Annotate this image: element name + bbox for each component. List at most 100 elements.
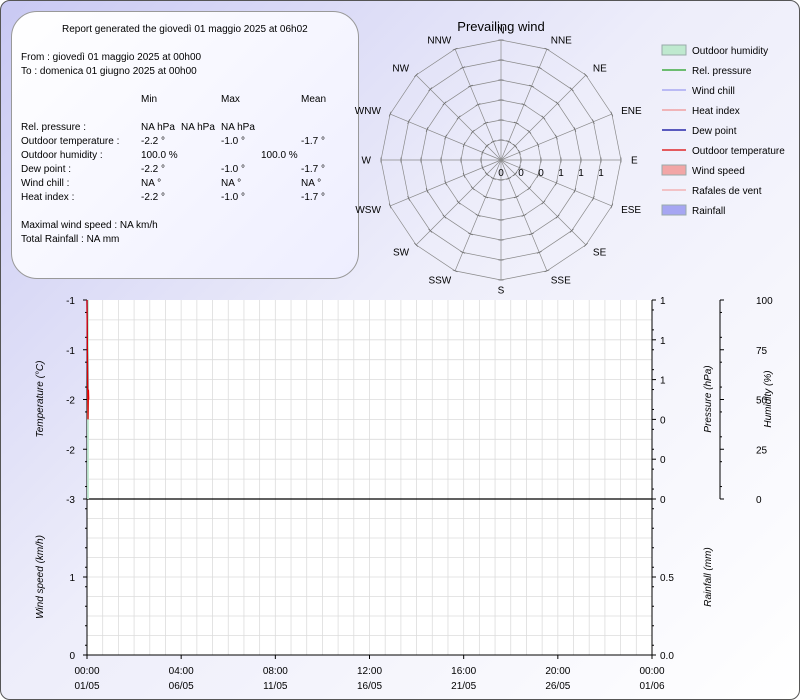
radar-tick	[467, 232, 473, 236]
temp-axis-tick-label: -3	[66, 495, 75, 506]
radar-tick	[518, 165, 521, 171]
stat-mean: 100.0 %	[261, 150, 298, 161]
header-min: Min	[141, 94, 158, 105]
radar-tick	[475, 103, 481, 106]
radar-tick	[506, 140, 512, 143]
radar-radial-tick-label: 1	[558, 168, 564, 179]
radar-tick	[388, 203, 392, 209]
radar-direction-label: S	[498, 286, 505, 297]
pressure-axis-tick-label: 0	[660, 415, 666, 426]
x-axis-date-label: 16/05	[357, 681, 382, 692]
radar-tick	[544, 47, 550, 51]
x-axis-date-label: 01/05	[74, 681, 99, 692]
x-axis-date-label: 11/05	[263, 681, 288, 692]
radar-tick	[518, 149, 521, 155]
radar-tick	[442, 101, 447, 106]
radar-tick	[536, 142, 540, 148]
radar-tick	[529, 84, 535, 88]
x-axis-time-label: 08:00	[263, 666, 288, 677]
wind-axis-title: Wind speed (km/h)	[35, 535, 46, 619]
temp-axis-tick-label: -2	[66, 445, 75, 456]
stat-min: -2.2 °	[141, 192, 166, 203]
stat-label: Wind chill :	[21, 178, 70, 189]
header-max: Max	[221, 94, 240, 105]
stat-label: Outdoor temperature :	[21, 136, 120, 147]
report-generated-text: Report generated the giovedì 01 maggio 2…	[62, 24, 308, 35]
radar-tick	[428, 87, 433, 92]
x-axis-date-label: 06/05	[169, 681, 194, 692]
radar-tick	[592, 119, 595, 125]
radar-tick	[414, 242, 419, 247]
radar-direction-label: SW	[393, 247, 410, 258]
stat-min: 100.0 %	[141, 150, 178, 161]
radar-tick	[555, 101, 560, 106]
rain-axis-tick-label: 0.5	[660, 573, 674, 584]
stat-label: Heat index :	[21, 192, 75, 203]
radar-tick	[513, 172, 518, 177]
radar-tick	[592, 195, 595, 201]
temp-axis-tick-label: -1	[66, 346, 75, 357]
radar-title: Prevailing wind	[457, 19, 544, 34]
report-summary-panel: Report generated the giovedì 01 maggio 2…	[11, 11, 359, 279]
radar-tick	[467, 84, 473, 88]
radar-tick	[456, 115, 461, 120]
radar-tick	[529, 232, 535, 236]
radar-tick	[555, 180, 558, 186]
series-outdoor-temperature	[86, 299, 90, 420]
legend-swatch	[661, 44, 687, 56]
radar-tick	[569, 228, 574, 233]
radar-tick	[513, 195, 519, 199]
radar-tick	[425, 188, 429, 194]
report-to-text: To : domenica 01 giugno 2025 at 00h00	[21, 66, 197, 77]
legend-label: Wind speed	[692, 166, 745, 177]
pressure-axis-tick-label: 1	[660, 296, 666, 307]
radar-direction-label: SSE	[551, 276, 571, 287]
radar-direction-label: WSW	[355, 205, 381, 216]
radar-tick	[610, 203, 614, 209]
x-axis-time-label: 00:00	[74, 666, 99, 677]
report-from-text: From : giovedì 01 maggio 2025 at 00h00	[21, 52, 202, 63]
radar-direction-label: NNE	[551, 35, 572, 46]
legend-label: Rafales de vent	[692, 186, 762, 197]
radar-tick	[513, 143, 518, 148]
radar-direction-label: E	[631, 156, 638, 167]
radar-tick	[527, 129, 532, 134]
radar-radial-tick-label: 1	[598, 168, 604, 179]
radar-direction-label: WNW	[355, 106, 382, 117]
radar-tick	[470, 186, 475, 191]
radar-tick	[536, 251, 542, 254]
x-axis-time-label: 16:00	[451, 666, 476, 677]
radar-tick	[483, 121, 489, 125]
radar-direction-label: ESE	[621, 205, 641, 216]
stat-min: -2.2 °	[141, 164, 166, 175]
radar-tick	[484, 143, 489, 148]
radar-tick	[541, 200, 546, 205]
radar-tick	[555, 134, 558, 140]
radar-tick	[527, 186, 532, 191]
legend-swatch	[661, 164, 687, 176]
radar-tick	[481, 165, 484, 171]
stat-max: NA hPa	[181, 122, 215, 133]
radar-tick	[569, 87, 574, 92]
radar-tick	[425, 126, 429, 132]
stat-label: Rel. pressure :	[21, 122, 87, 133]
stat-mean: -1.7 °	[301, 136, 326, 147]
radar-tick	[583, 242, 588, 247]
legend-label: Rel. pressure	[692, 66, 752, 77]
legend-swatch	[661, 204, 687, 216]
rain-axis-tick-label: 0.0	[660, 651, 674, 662]
radar-tick	[475, 214, 481, 217]
radar-tick	[462, 142, 466, 148]
radar-tick	[506, 177, 512, 180]
wind-axis-tick-label: 1	[69, 573, 75, 584]
legend-label: Rainfall	[692, 206, 725, 217]
pressure-axis-tick-label: 1	[660, 376, 666, 387]
legend-label: Wind chill	[692, 86, 735, 97]
radar-tick	[521, 103, 527, 106]
pressure-axis-tick-label: 0	[660, 495, 666, 506]
radar-tick	[484, 172, 489, 177]
radar-direction-label: SSW	[428, 276, 451, 287]
radar-tick	[462, 172, 466, 178]
radar-tick	[555, 214, 560, 219]
